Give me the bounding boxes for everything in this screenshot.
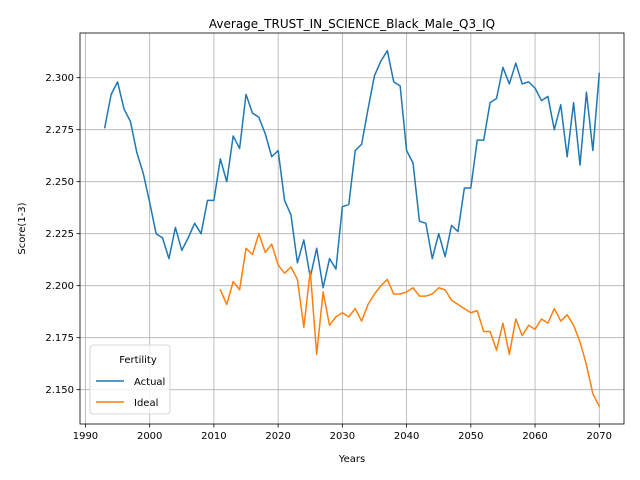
x-tick-label: 2040 [394,431,419,442]
plot-frame [79,32,625,425]
y-tick-label: 2.175 [45,333,74,344]
chart-title: Average_TRUST_IN_SCIENCE_Black_Male_Q3_I… [209,17,495,31]
y-tick-label: 2.225 [45,229,74,240]
x-tick-label: 2010 [201,431,226,442]
x-axis-ticks: 1990 2000 2010 2020 2030 2040 2050 2060 2070 [73,424,612,442]
series-lines [103,49,601,408]
legend-title: Fertility [119,355,157,366]
x-tick-label: 1990 [73,431,98,442]
y-tick-label: 2.200 [45,281,74,292]
series-line-actual [103,49,601,289]
y-axis-label: Score(1-3) [17,202,28,254]
legend-label-ideal: Ideal [134,398,158,409]
legend: Fertility Actual Ideal [89,344,171,415]
y-tick-label: 2.250 [45,177,74,188]
y-axis-ticks: 2.150 2.175 2.200 2.225 2.250 2.275 2.300 [45,73,80,396]
y-tick-label: 2.275 [45,125,74,136]
x-axis-label: Years [338,454,365,465]
x-tick-label: 2070 [587,431,612,442]
y-tick-label: 2.150 [45,385,74,396]
x-tick-label: 2060 [522,431,547,442]
x-tick-label: 2000 [137,431,162,442]
y-tick-label: 2.300 [45,73,74,84]
x-tick-label: 2020 [265,431,290,442]
series-line-ideal [219,232,601,408]
legend-box [89,344,171,415]
x-tick-label: 2030 [330,431,355,442]
legend-label-actual: Actual [134,377,165,388]
x-tick-label: 2050 [458,431,483,442]
